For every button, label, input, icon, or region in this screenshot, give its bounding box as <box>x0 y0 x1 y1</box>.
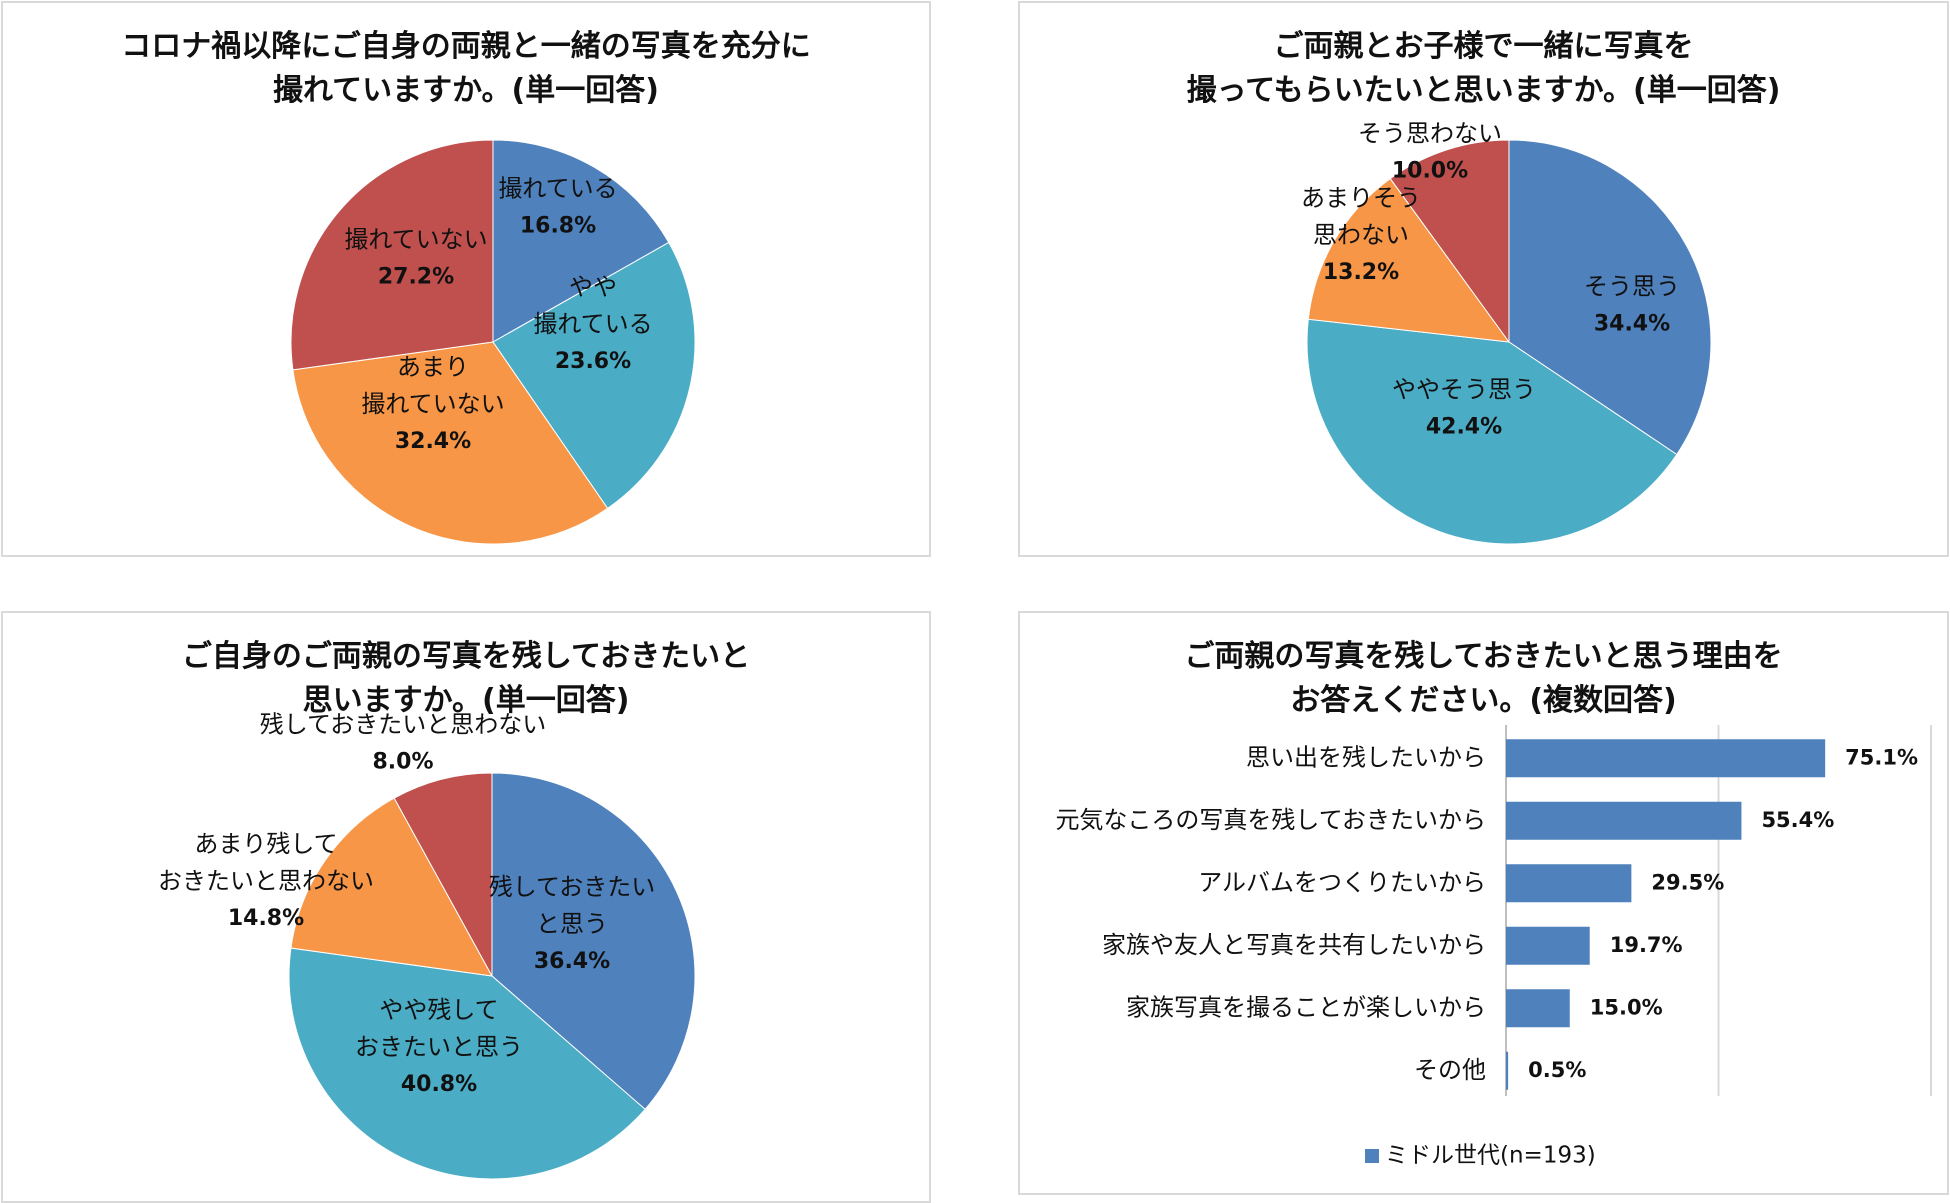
chart-title-2: ご両親とお子様で一緒に写真を 撮ってもらいたいと思いますか。(単一回答) <box>1020 25 1947 113</box>
legend: ミドル世代(n=193) <box>1365 1143 1596 1169</box>
slice-value-label: 13.2% <box>1323 260 1399 285</box>
chart-title-line: ご両親の写真を残しておきたいと思う理由を <box>1184 639 1783 674</box>
slice-category-label: そう思わない <box>1358 120 1502 148</box>
slice-category-label: やや <box>569 273 617 301</box>
slice-value-label: 32.4% <box>395 429 471 454</box>
legend-swatch <box>1365 1149 1379 1163</box>
slice-category-label: やや残して <box>379 996 498 1024</box>
chart-panel-2: ご両親とお子様で一緒に写真を 撮ってもらいたいと思いますか。(単一回答) そう思… <box>1018 1 1949 557</box>
slice-category-label: 残しておきたい <box>489 873 656 901</box>
slice-category-label: ややそう思う <box>1392 376 1536 404</box>
chart-title-line: 思いますか。(単一回答) <box>302 683 630 718</box>
bar-value-label: 19.7% <box>1610 933 1683 957</box>
slice-category-label: あまりそう <box>1301 184 1421 212</box>
chart-title-3: ご自身のご両親の写真を残しておきたいと 思いますか。(単一回答) <box>3 635 929 723</box>
chart-title-line: ご自身のご両親の写真を残しておきたいと <box>181 639 751 674</box>
category-label: 元気なころの写真を残しておきたいから <box>1055 806 1486 834</box>
chart-title-line: 撮れていますか。(単一回答) <box>273 73 659 108</box>
slice-value-label: 36.4% <box>534 949 610 974</box>
pie-slice <box>292 341 609 545</box>
bar <box>1506 989 1570 1028</box>
pie-slice <box>1306 318 1678 545</box>
bar <box>1506 739 1826 778</box>
pie-slice <box>492 241 696 510</box>
slice-value-label: 23.6% <box>555 349 631 374</box>
slice-category-label: 撮れている <box>533 310 652 338</box>
chart-title-line: お答えください。(複数回答) <box>1290 683 1677 718</box>
pie-slice <box>1508 139 1712 456</box>
chart-title-4: ご両親の写真を残しておきたいと思う理由を お答えください。(複数回答) <box>1020 635 1947 723</box>
slice-category-label: あまり残して <box>194 830 337 858</box>
pie-slice <box>491 772 696 1110</box>
slice-value-label: 14.8% <box>228 906 304 931</box>
legend-label: ミドル世代(n=193) <box>1385 1143 1596 1169</box>
pie-slice <box>492 139 670 343</box>
pie-slice <box>393 772 493 977</box>
slice-category-label: 残しておきたいと思わない <box>260 711 547 739</box>
pie-slice <box>290 139 494 371</box>
chart-title-line: コロナ禍以降にご自身の両親と一緒の写真を充分に <box>121 29 811 64</box>
category-label: アルバムをつくりたいから <box>1198 868 1486 896</box>
bar <box>1506 1051 1509 1090</box>
bar <box>1506 801 1742 840</box>
chart-panel-1: コロナ禍以降にご自身の両親と一緒の写真を充分に 撮れていますか。(単一回答) 撮… <box>1 1 931 557</box>
slice-category-label: おきたいと思う <box>355 1033 523 1061</box>
slice-value-label: 34.4% <box>1594 312 1670 337</box>
slice-value-label: 27.2% <box>378 265 454 290</box>
bar-value-label: 55.4% <box>1761 808 1834 832</box>
bar-chart-4: 思い出を残したいから 75.1% 元気なころの写真を残しておきたいから 55.4% アル… <box>1055 725 1932 1169</box>
chart-panel-4: ご両親の写真を残しておきたいと思う理由を お答えください。(複数回答) 思い出を… <box>1018 611 1949 1195</box>
chart-title-1: コロナ禍以降にご自身の両親と一緒の写真を充分に 撮れていますか。(単一回答) <box>3 25 929 113</box>
slice-category-label: おきたいと思わない <box>158 867 374 895</box>
slice-category-label: 思わない <box>1313 221 1409 249</box>
slice-category-label: 撮れている <box>498 175 617 203</box>
bar-value-label: 0.5% <box>1528 1058 1586 1082</box>
pie-slice <box>1307 177 1511 343</box>
pie-slice <box>1389 139 1510 344</box>
slice-category-label: 撮れていない <box>361 390 504 418</box>
slice-value-label: 10.0% <box>1392 159 1468 184</box>
slice-value-label: 40.8% <box>401 1072 477 1097</box>
slice-category-label: あまり <box>397 353 469 381</box>
slice-category-label: と思う <box>536 910 608 938</box>
bar-value-label: 15.0% <box>1590 995 1663 1019</box>
slice-category-label: そう思う <box>1584 273 1680 301</box>
bar <box>1506 926 1590 965</box>
chart-title-line: 撮ってもらいたいと思いますか。(単一回答) <box>1186 73 1781 108</box>
category-label: 思い出を残したいから <box>1246 743 1486 771</box>
bar-value-label: 75.1% <box>1845 745 1918 769</box>
category-label: 家族写真を撮ることが楽しいから <box>1126 993 1486 1021</box>
category-label: その他 <box>1414 1056 1486 1084</box>
bar-value-label: 29.5% <box>1651 870 1724 894</box>
chart-title-line: ご両親とお子様で一緒に写真を <box>1273 29 1694 64</box>
bar <box>1506 864 1632 903</box>
slice-category-label: 撮れていない <box>344 226 487 254</box>
chart-panel-3: ご自身のご両親の写真を残しておきたいと 思いますか。(単一回答) 残しておきたい… <box>1 611 931 1203</box>
slice-value-label: 8.0% <box>372 750 433 775</box>
category-label: 家族や友人と写真を共有したいから <box>1102 931 1486 959</box>
pie-slice <box>288 947 646 1180</box>
pie-slice <box>290 797 493 977</box>
slice-value-label: 42.4% <box>1426 415 1502 440</box>
slice-value-label: 16.8% <box>520 214 596 239</box>
pie-chart-1: 撮れている16.8%やや撮れている23.6%あまり撮れていない32.4%撮れてい… <box>290 139 696 545</box>
